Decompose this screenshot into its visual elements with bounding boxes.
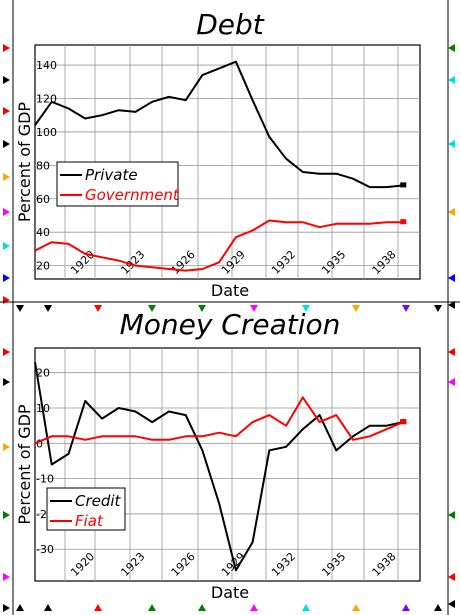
edge-marker-icon xyxy=(448,44,455,52)
edge-marker-icon xyxy=(3,296,10,304)
series-line-credit xyxy=(34,361,404,572)
edge-marker-icon xyxy=(148,305,156,312)
x-axis-label: Date xyxy=(211,583,249,602)
edge-marker-icon xyxy=(44,604,52,611)
edge-marker-icon xyxy=(302,305,310,312)
legend-entry: Government xyxy=(85,186,180,204)
edge-marker-icon xyxy=(3,604,10,612)
edge-marker-icon xyxy=(448,573,455,581)
series-line-private xyxy=(34,60,404,189)
edge-marker-icon xyxy=(3,348,10,356)
edge-marker-icon xyxy=(16,604,24,611)
legend: Private Government xyxy=(56,161,180,207)
edge-marker-icon xyxy=(148,604,156,611)
edge-marker-icon xyxy=(3,274,10,282)
y-tick-label: 40 xyxy=(36,226,50,239)
edge-marker-icon xyxy=(434,305,442,312)
edge-marker-icon xyxy=(448,348,455,356)
series-end-marker xyxy=(400,219,407,225)
edge-marker-icon xyxy=(3,76,10,84)
edge-marker-icon xyxy=(3,443,10,451)
edge-marker-icon xyxy=(3,44,10,52)
y-tick-label: -30 xyxy=(36,543,54,556)
legend-entry: Fiat xyxy=(75,512,104,530)
plot-area xyxy=(34,347,421,582)
edge-marker-icon xyxy=(448,511,455,519)
y-tick-label: 20 xyxy=(36,260,50,273)
legend: Credit Fiat xyxy=(46,487,126,531)
edge-marker-icon xyxy=(16,305,24,312)
series-end-marker xyxy=(400,419,407,425)
edge-marker-icon xyxy=(94,305,102,312)
edge-marker-icon xyxy=(3,378,10,386)
edge-marker-icon xyxy=(250,604,258,611)
edge-marker-icon xyxy=(448,208,455,216)
edge-marker-icon xyxy=(448,274,455,282)
y-tick-label: 60 xyxy=(36,193,50,206)
legend-entry: Private xyxy=(85,166,138,184)
edge-markers xyxy=(3,44,455,612)
edge-marker-icon xyxy=(352,604,360,611)
edge-marker-icon xyxy=(3,573,10,581)
edge-marker-icon xyxy=(44,305,52,312)
edge-marker-icon xyxy=(434,604,442,611)
y-axis-label: Percent of GDP xyxy=(15,102,34,223)
series-line-government xyxy=(34,219,404,272)
edge-marker-icon xyxy=(3,208,10,216)
y-tick-label: 80 xyxy=(36,159,50,172)
edge-marker-icon xyxy=(3,140,10,148)
edge-marker-icon xyxy=(302,604,310,611)
edge-marker-icon xyxy=(448,140,455,148)
chart-title: Debt xyxy=(196,8,265,41)
x-axis-label: Date xyxy=(211,281,249,300)
legend-box xyxy=(46,487,126,531)
legend-entry: Credit xyxy=(75,492,122,510)
y-tick-label: 20 xyxy=(36,367,50,380)
edge-marker-icon xyxy=(3,511,10,519)
edge-marker-icon xyxy=(198,305,206,312)
edge-marker-icon xyxy=(94,604,102,611)
edge-marker-icon xyxy=(250,305,258,312)
y-tick-label: -10 xyxy=(36,473,54,486)
y-axis-label: Percent of GDP xyxy=(15,404,34,525)
edge-marker-icon xyxy=(448,600,455,608)
edge-marker-icon xyxy=(448,378,455,386)
edge-marker-icon xyxy=(352,305,360,312)
edge-marker-icon xyxy=(3,173,10,181)
chart-title: Money Creation xyxy=(120,308,341,341)
series-line-fiat xyxy=(34,396,404,445)
edge-marker-icon xyxy=(198,604,206,611)
legend-box xyxy=(56,161,179,207)
edge-marker-icon xyxy=(448,301,455,309)
edge-marker-icon xyxy=(3,107,10,115)
edge-marker-icon xyxy=(402,305,410,312)
y-tick-label: 0 xyxy=(36,437,43,450)
series-end-marker xyxy=(400,182,407,188)
y-tick-label: 100 xyxy=(36,126,57,139)
y-tick-label: 140 xyxy=(36,59,57,72)
edge-marker-icon xyxy=(402,604,410,611)
edge-marker-icon xyxy=(3,242,10,250)
edge-marker-icon xyxy=(448,76,455,84)
